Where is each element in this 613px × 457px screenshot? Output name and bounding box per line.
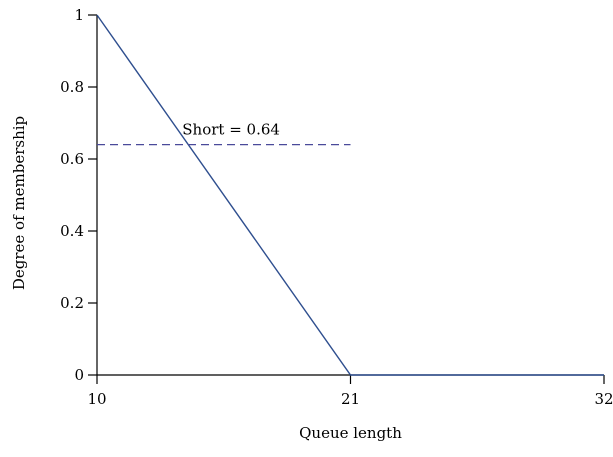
y-axis-title: Degree of membership — [10, 116, 28, 290]
membership-line-series — [96, 14, 604, 376]
y-tick-label: 1 — [74, 6, 84, 24]
axes: 10 21 32 0 0.2 0.4 0.6 0.8 1 — [60, 6, 613, 408]
y-tick-label: 0.4 — [60, 222, 84, 240]
x-tick-label: 10 — [87, 390, 106, 408]
y-tick-label: 0.6 — [60, 150, 84, 168]
x-axis-title: Queue length — [299, 424, 402, 442]
y-tick-label: 0.2 — [60, 294, 84, 312]
y-tick-label: 0 — [74, 366, 84, 384]
x-ticks: 10 21 32 — [87, 375, 613, 408]
series-layer — [96, 14, 604, 376]
y-ticks: 0 0.2 0.4 0.6 0.8 1 — [60, 6, 97, 384]
annotation-short-label: Short = 0.64 — [182, 121, 280, 139]
x-tick-label: 21 — [341, 390, 360, 408]
y-tick-label: 0.8 — [60, 78, 84, 96]
x-tick-label: 32 — [594, 390, 613, 408]
